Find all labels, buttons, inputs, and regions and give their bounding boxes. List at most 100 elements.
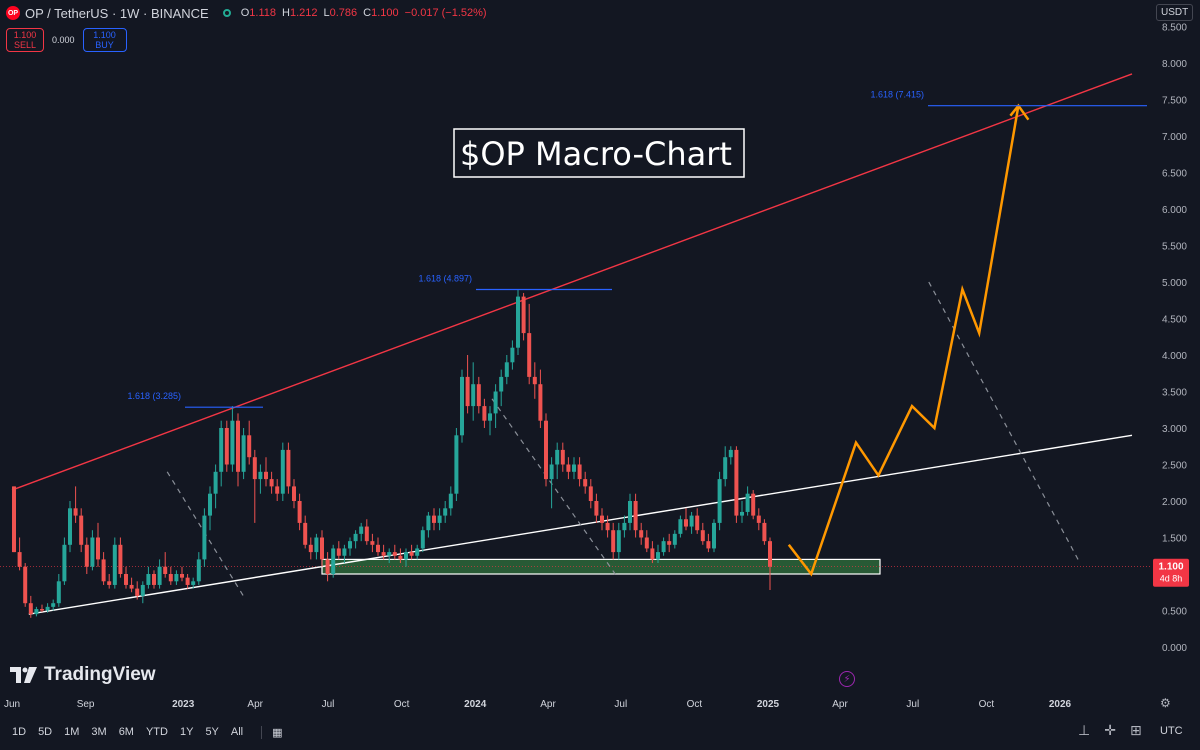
candle-body [740,511,744,516]
candle-body [224,428,229,465]
candle [381,544,386,560]
currency-selector[interactable]: USDT [1156,4,1194,21]
candle-body [583,479,588,487]
candle [297,493,302,531]
x-tick-label: Jul [614,699,627,710]
candle [650,541,655,564]
candle [616,522,621,560]
candle-body [252,457,257,480]
candle [656,544,660,564]
sell-button[interactable]: 1.100 SELL [6,28,44,52]
spread-value: 0.000 [52,35,75,45]
candle-body [633,501,638,531]
candle-body [163,566,168,574]
candle-body [437,515,442,523]
candle [712,519,716,553]
tf-1m[interactable]: 1M [64,726,80,738]
tf-5d[interactable]: 5D [38,726,53,738]
tf-1y[interactable]: 1Y [179,726,194,738]
gear-icon[interactable]: ⚙ [1160,696,1171,710]
candle-body [17,552,22,567]
candle-body [745,493,750,512]
candle-body [387,552,392,556]
date-range-icon[interactable]: ▦ [261,725,283,739]
candle [45,603,50,613]
candle-body [258,471,263,480]
x-tick-label: Oct [687,699,703,710]
candle [644,530,649,553]
candle [717,471,722,531]
candle [762,519,767,545]
low-label: L [323,7,330,19]
candle-body [672,533,677,545]
x-tick-label: Apr [832,699,848,710]
symbol-title[interactable]: OP / TetherUS · 1W · BINANCE [25,5,209,21]
candle-body [493,391,498,414]
candle [12,486,16,553]
candle [605,515,610,538]
candle-body [762,522,767,542]
tf-1d[interactable]: 1D [12,726,27,738]
candle-body [124,574,128,585]
tf-all[interactable]: All [230,726,244,738]
candle [23,563,28,607]
crosshair-icon[interactable]: ✛ [1104,722,1116,738]
candle [443,501,448,523]
tf-6m[interactable]: 6M [118,726,134,738]
candle [331,544,336,578]
y-tick-label: 5.000 [1162,278,1187,289]
ohlc-values: O1.118 H1.212 L0.786 C1.100 −0.017 (−1.5… [241,7,487,19]
candle-body [717,479,722,523]
candle-body [426,515,431,531]
candle-body [723,457,728,480]
lightning-icon[interactable]: ⚡ [839,671,855,687]
candle [695,508,700,534]
fit-screen-icon[interactable]: ⊞ [1129,722,1142,738]
candle [174,570,179,585]
measure-icon[interactable]: ⊥ [1078,722,1091,738]
candle [236,413,240,487]
candle-body [348,541,352,549]
candle [264,457,268,487]
candle [219,420,224,487]
chart-title-layer: $OP Macro-Chart [453,128,745,178]
candle [768,537,772,591]
buy-button[interactable]: 1.100 BUY [82,28,127,52]
candle-body [152,574,156,585]
candle [689,511,694,534]
candle [751,490,756,520]
candle [224,420,229,472]
fib-level-label: 1.618 (3.285) [127,391,181,401]
candle [661,537,666,556]
last-price-value: 1.100 [1158,562,1183,573]
tf-ytd[interactable]: YTD [145,726,168,738]
candle [112,537,117,589]
y-tick-label: 3.000 [1162,424,1187,435]
tradingview-logo[interactable]: TradingView [10,664,156,686]
candle-body [40,609,44,611]
tf-5y[interactable]: 5Y [205,726,219,738]
projection-path [787,105,1020,577]
candle-body [56,581,61,604]
candle-body [756,515,761,523]
candle [734,446,739,523]
candle [180,566,184,582]
candle-body [219,428,224,472]
candle-body [695,515,700,531]
candle [499,369,504,407]
candle-body [751,493,756,516]
candle [723,446,728,487]
candle [583,471,588,494]
candle [107,574,112,589]
timezone-label[interactable]: UTC [1160,725,1183,737]
candle-body [572,464,576,472]
candle-body [62,544,67,582]
candle [364,519,369,545]
y-tick-label: 2.500 [1162,461,1187,472]
candle [432,508,436,531]
last-price-badge-bg [1153,558,1189,587]
candle-body [280,449,285,494]
candle [639,522,644,545]
tf-3m[interactable]: 3M [91,726,107,738]
